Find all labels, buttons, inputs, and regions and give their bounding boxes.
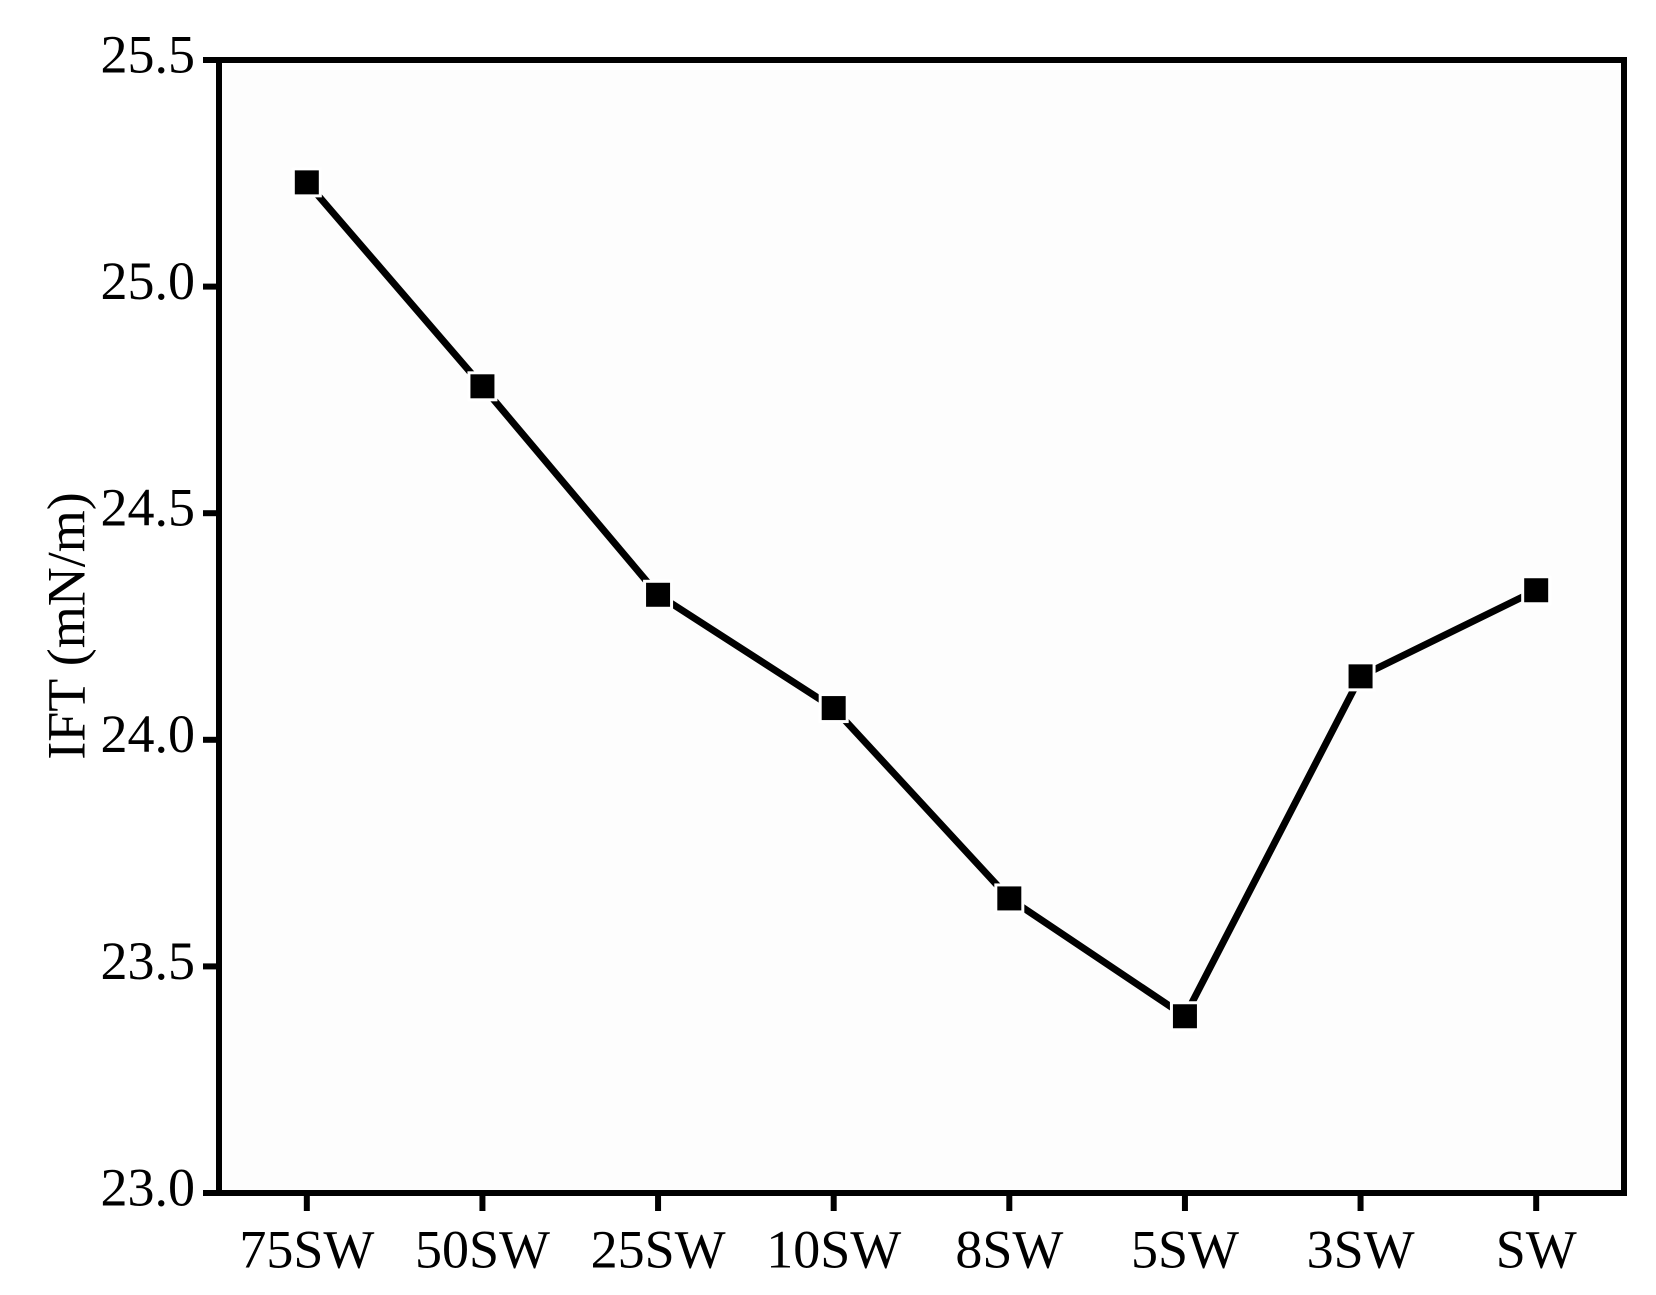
y-tick-label: 23.5 — [101, 931, 196, 991]
series-line — [304, 180, 1538, 1022]
plot-frame — [216, 57, 1627, 1196]
y-tick-label: 25.0 — [101, 251, 196, 311]
y-tick-label: 24.0 — [101, 704, 196, 764]
point-marker — [467, 371, 498, 402]
point-marker — [1345, 661, 1376, 692]
y-axis-label: IFT (mN/m) — [36, 492, 96, 760]
y-tick-label: 25.5 — [101, 24, 196, 84]
x-tick-label: 5SW — [1131, 1219, 1239, 1279]
point-marker — [994, 883, 1025, 914]
x-tick-label: 3SW — [1307, 1219, 1415, 1279]
point-marker — [291, 167, 322, 198]
point-marker — [643, 579, 674, 610]
point-marker — [1521, 575, 1552, 606]
x-tick-label: 10SW — [766, 1219, 901, 1279]
x-tick-label: 50SW — [415, 1219, 550, 1279]
x-tick-label: SW — [1496, 1219, 1577, 1279]
y-tick-label: 23.0 — [101, 1157, 196, 1217]
point-marker — [818, 693, 849, 724]
x-tick-label: 25SW — [591, 1219, 726, 1279]
x-tick-label: 75SW — [239, 1219, 374, 1279]
x-tick-label: 8SW — [955, 1219, 1063, 1279]
y-tick-label: 24.5 — [101, 478, 196, 538]
point-marker — [1169, 1001, 1200, 1032]
